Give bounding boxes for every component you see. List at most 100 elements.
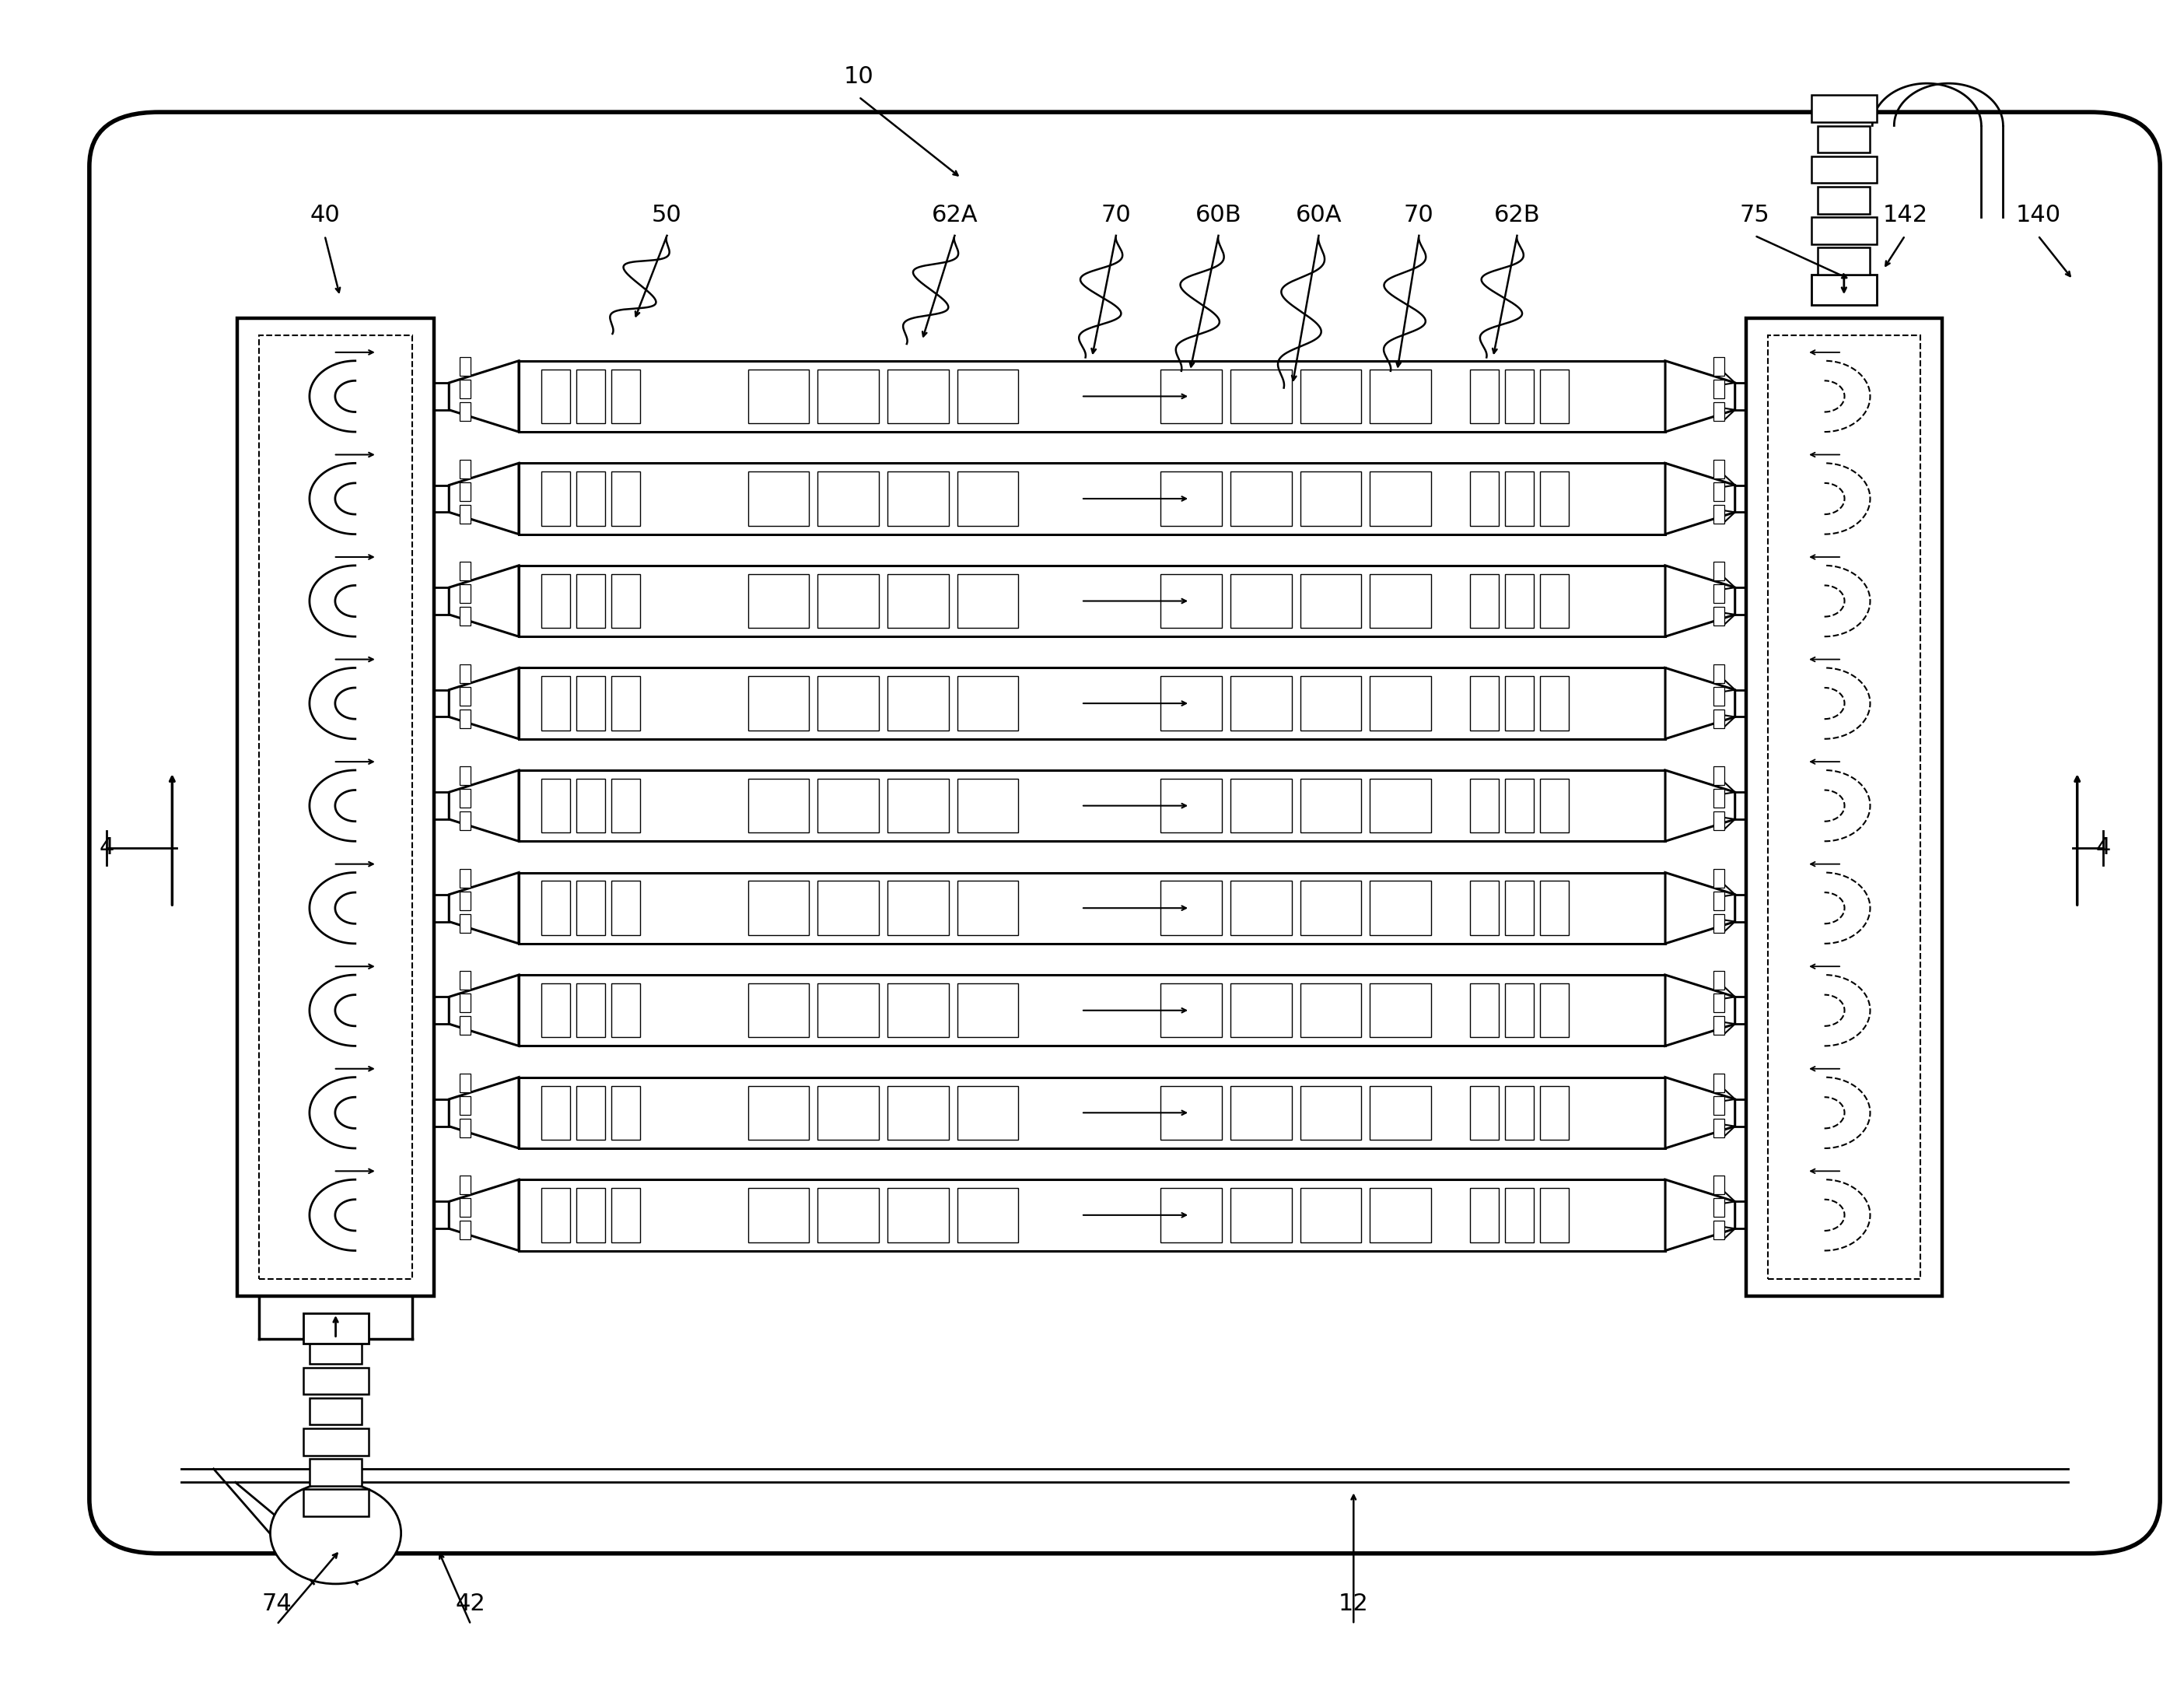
- Bar: [1470, 1085, 1498, 1140]
- Text: 4: 4: [2097, 836, 2112, 860]
- Bar: [577, 778, 605, 833]
- Bar: [461, 380, 472, 399]
- Bar: [520, 770, 1664, 841]
- Polygon shape: [1664, 361, 1734, 432]
- Bar: [461, 585, 472, 604]
- Polygon shape: [1664, 565, 1734, 636]
- Bar: [1712, 1119, 1723, 1138]
- Bar: [817, 573, 878, 628]
- Bar: [520, 1077, 1664, 1148]
- Bar: [887, 573, 948, 628]
- Bar: [1230, 1085, 1291, 1140]
- Bar: [1745, 319, 1942, 1296]
- Bar: [1811, 217, 1876, 244]
- Text: 75: 75: [1738, 204, 1769, 227]
- Bar: [461, 1119, 472, 1138]
- Bar: [520, 668, 1664, 739]
- Bar: [1160, 880, 1221, 934]
- Bar: [957, 984, 1018, 1038]
- Bar: [577, 471, 605, 526]
- Bar: [542, 471, 570, 526]
- Bar: [542, 1189, 570, 1241]
- Bar: [1712, 892, 1723, 911]
- Bar: [520, 975, 1664, 1046]
- Bar: [1505, 573, 1533, 628]
- Bar: [612, 880, 640, 934]
- Bar: [1817, 126, 1870, 153]
- Bar: [1505, 471, 1533, 526]
- Bar: [1160, 1189, 1221, 1241]
- Bar: [1505, 778, 1533, 833]
- Bar: [612, 1189, 640, 1241]
- Bar: [1540, 677, 1568, 731]
- Bar: [461, 505, 472, 522]
- Bar: [612, 471, 640, 526]
- Bar: [310, 1336, 363, 1364]
- Bar: [887, 677, 948, 731]
- Polygon shape: [1664, 668, 1734, 739]
- Bar: [1811, 95, 1876, 122]
- Bar: [612, 677, 640, 731]
- Polygon shape: [450, 1077, 520, 1148]
- Bar: [1712, 1074, 1723, 1092]
- Bar: [542, 677, 570, 731]
- Bar: [1712, 561, 1723, 580]
- Polygon shape: [450, 463, 520, 534]
- Bar: [817, 471, 878, 526]
- Polygon shape: [1664, 463, 1734, 534]
- Bar: [1299, 778, 1361, 833]
- Bar: [1712, 914, 1723, 933]
- Bar: [310, 1459, 363, 1486]
- Bar: [749, 573, 808, 628]
- Bar: [957, 880, 1018, 934]
- Polygon shape: [1664, 872, 1734, 943]
- Bar: [1369, 880, 1431, 934]
- Bar: [1470, 880, 1498, 934]
- Bar: [1230, 370, 1291, 424]
- Polygon shape: [1664, 975, 1734, 1046]
- Bar: [577, 984, 605, 1038]
- Bar: [957, 370, 1018, 424]
- Bar: [577, 880, 605, 934]
- Bar: [577, 370, 605, 424]
- Bar: [461, 972, 472, 990]
- Bar: [1369, 1085, 1431, 1140]
- Text: 10: 10: [843, 66, 874, 88]
- Text: 62A: 62A: [933, 204, 978, 227]
- Bar: [1505, 677, 1533, 731]
- Bar: [1160, 471, 1221, 526]
- Bar: [1712, 687, 1723, 706]
- Bar: [887, 984, 948, 1038]
- Bar: [749, 1085, 808, 1140]
- Bar: [612, 370, 640, 424]
- Text: 140: 140: [2016, 204, 2060, 227]
- Bar: [1369, 984, 1431, 1038]
- Bar: [887, 778, 948, 833]
- Text: 42: 42: [456, 1593, 485, 1616]
- Bar: [612, 984, 640, 1038]
- Bar: [1369, 778, 1431, 833]
- Bar: [1505, 1189, 1533, 1241]
- Bar: [1817, 187, 1870, 214]
- Bar: [520, 361, 1664, 432]
- Text: 70: 70: [1404, 204, 1435, 227]
- Polygon shape: [450, 770, 520, 841]
- Bar: [1369, 573, 1431, 628]
- Bar: [749, 370, 808, 424]
- Bar: [1299, 471, 1361, 526]
- Bar: [461, 1096, 472, 1114]
- Bar: [461, 607, 472, 626]
- Bar: [461, 402, 472, 421]
- Bar: [520, 872, 1664, 943]
- Bar: [887, 370, 948, 424]
- Bar: [310, 1398, 363, 1425]
- Bar: [1540, 1189, 1568, 1241]
- Text: 60A: 60A: [1295, 204, 1341, 227]
- Bar: [749, 1189, 808, 1241]
- Bar: [1712, 789, 1723, 807]
- Bar: [520, 1180, 1664, 1250]
- Bar: [238, 319, 435, 1296]
- Bar: [1811, 156, 1876, 183]
- Bar: [1712, 607, 1723, 626]
- Bar: [817, 1189, 878, 1241]
